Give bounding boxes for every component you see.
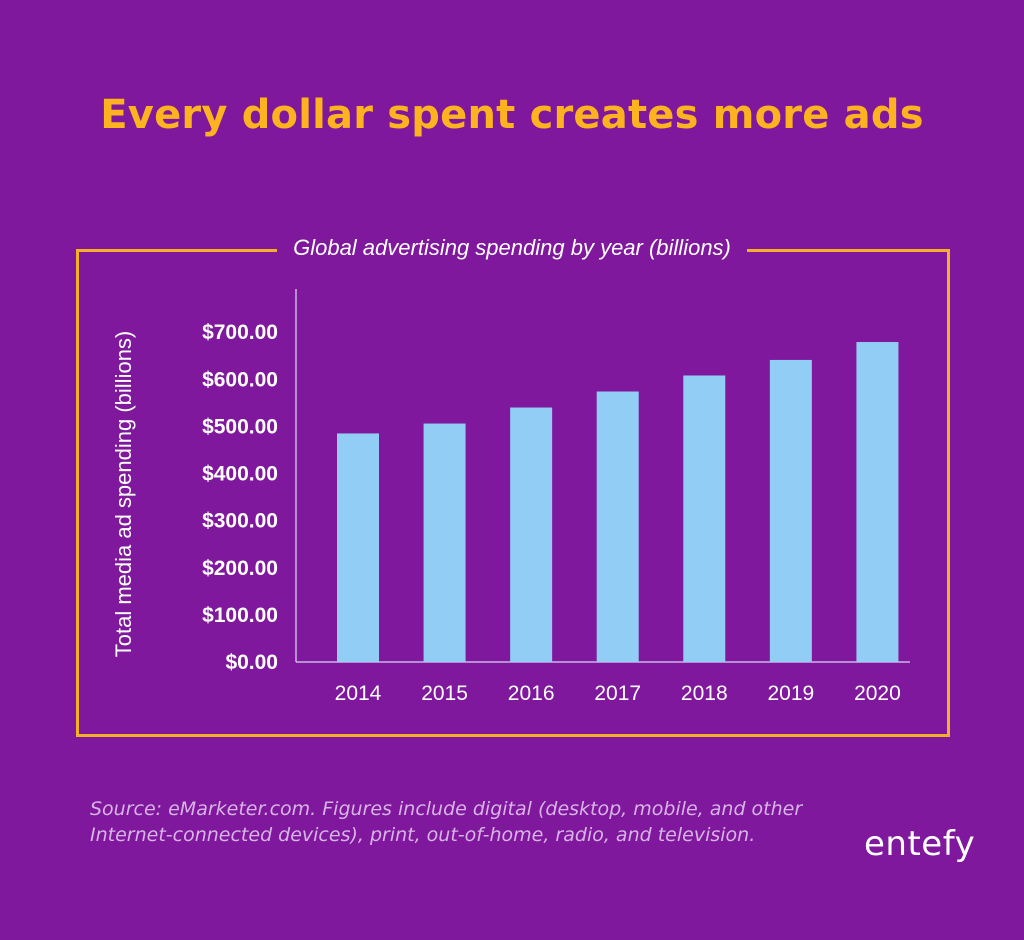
x-tick-label: 2018	[681, 682, 728, 705]
x-tick-label: 2019	[767, 682, 814, 705]
y-axis-title: Total media ad spending (billions)	[111, 331, 136, 658]
y-tick-label: $600.00	[202, 368, 278, 391]
bar-2018	[683, 375, 726, 662]
y-tick-label: $400.00	[202, 463, 278, 486]
source-note: Source: eMarketer.com. Figures include d…	[90, 798, 803, 846]
bar-2019	[769, 359, 812, 662]
y-tick-label: $100.00	[202, 604, 278, 627]
y-tick-label: $700.00	[202, 321, 278, 344]
bar-2015	[423, 423, 466, 662]
x-tick-label: 2016	[508, 682, 555, 705]
x-tick-label: 2015	[421, 682, 468, 705]
y-tick-label: $200.00	[202, 557, 278, 580]
y-tick-label: $0.00	[225, 651, 278, 674]
bar-2017	[596, 391, 639, 662]
x-tick-label: 2014	[335, 682, 382, 705]
bar-2014	[337, 433, 379, 662]
headline: Every dollar spent creates more ads	[100, 92, 924, 138]
x-tick-label: 2020	[854, 682, 901, 705]
entefy-logo: entefy	[864, 824, 976, 864]
bar-2020	[856, 342, 899, 662]
bar-2016	[510, 407, 553, 662]
y-tick-label: $300.00	[202, 510, 278, 533]
x-tick-label: 2017	[594, 682, 641, 705]
y-tick-label: $500.00	[202, 415, 278, 438]
